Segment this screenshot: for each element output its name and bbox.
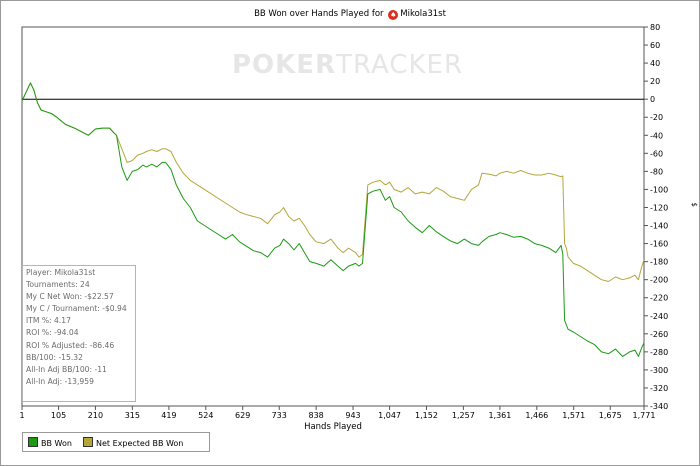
stats-line: Tournaments: 24 — [26, 280, 90, 290]
player-stats-box: Player: Mikola31st Tournaments: 24 My C Ne… — [22, 265, 136, 402]
x-tick-label: 210 — [88, 411, 103, 420]
y-tick-label: -180 — [650, 258, 668, 267]
stats-line: ROI %: -94.04 — [26, 328, 79, 338]
y-tick-label: -120 — [650, 203, 668, 212]
y-tick-label: 20 — [650, 77, 660, 86]
y-tick-label: 40 — [650, 59, 660, 68]
x-tick-label: 1,047 — [378, 411, 401, 420]
y-tick-label: -320 — [650, 384, 668, 393]
legend-swatch-bb-won — [28, 437, 38, 447]
stats-line: ITM %: 4.17 — [26, 316, 71, 326]
y-tick-label: -160 — [650, 240, 668, 249]
stats-line: Player: Mikola31st — [26, 268, 96, 277]
x-tick-label: 943 — [345, 411, 360, 420]
x-tick-label: 1,466 — [525, 411, 548, 420]
y-tick-label: 60 — [650, 41, 660, 50]
stats-line: My C / Tournament: -$0.94 — [26, 304, 127, 314]
x-tick-label: 838 — [308, 411, 323, 420]
stats-line: BB/100: -15.32 — [26, 352, 83, 362]
series-line-net-expected — [21, 82, 645, 282]
y-tick-label: 0 — [650, 95, 655, 104]
chart-legend: BB Won Net Expected BB Won — [22, 432, 210, 452]
y-tick-label: -100 — [650, 185, 668, 194]
y-tick-label: -200 — [650, 276, 668, 285]
x-tick-label: 1 — [19, 411, 24, 420]
y-tick-label: -240 — [650, 312, 668, 321]
chart-title-text: BB Won over Hands Played for — [254, 9, 384, 19]
x-tick-label: 1,361 — [488, 411, 511, 420]
x-tick-label: 1,257 — [452, 411, 475, 420]
x-tick-label: 1,571 — [562, 411, 585, 420]
y-tick-label: -220 — [650, 294, 668, 303]
y-tick-label: 80 — [650, 23, 660, 32]
chart-title: BB Won over Hands Played for ♠ Mikola31st — [0, 9, 700, 20]
x-tick-label: 629 — [235, 411, 250, 420]
legend-label-bb-won: BB Won — [41, 439, 72, 448]
x-tick-label: 524 — [198, 411, 213, 420]
stats-line: My C Net Won: -$22.57 — [26, 292, 114, 302]
y-tick-label: -280 — [650, 348, 668, 357]
y-tick-label: -300 — [650, 366, 668, 375]
legend-label-net-expected: Net Expected BB Won — [96, 439, 184, 448]
chart-title-player: Mikola31st — [400, 9, 446, 19]
stats-line: All-In Adj: -13,959 — [26, 376, 94, 386]
x-tick-label: 1,675 — [599, 411, 622, 420]
x-tick-label: 733 — [272, 411, 287, 420]
x-tick-label: 1,771 — [633, 411, 656, 420]
y-axis-unit-marker: $ — [690, 203, 698, 207]
legend-swatch-net-expected — [83, 437, 93, 447]
stats-line: All-In Adj BB/100: -11 — [26, 364, 107, 374]
y-tick-label: -20 — [650, 113, 663, 122]
spade-icon: ♠ — [388, 10, 399, 20]
y-tick-label: -60 — [650, 149, 663, 158]
x-tick-label: 1,152 — [415, 411, 438, 420]
x-tick-label: 105 — [51, 411, 66, 420]
x-axis-label: Hands Played — [304, 422, 362, 432]
series-line-bb-won — [21, 82, 645, 357]
watermark-bold: POKER — [232, 50, 337, 80]
legend-item-bb-won[interactable]: BB Won — [28, 437, 72, 449]
x-tick-label: 315 — [125, 411, 140, 420]
plot-area-border — [21, 26, 645, 407]
x-tick-label: 419 — [161, 411, 176, 420]
y-tick-label: -80 — [650, 167, 663, 176]
legend-item-net-expected[interactable]: Net Expected BB Won — [83, 437, 183, 449]
y-tick-label: -260 — [650, 330, 668, 339]
y-tick-label: -40 — [650, 131, 663, 140]
watermark-light: TRACKER — [336, 50, 464, 80]
y-tick-label: -340 — [650, 402, 668, 411]
y-tick-label: -140 — [650, 222, 668, 231]
pokertracker-watermark: POKERTRACKER — [232, 50, 463, 80]
stats-line: ROI % Adjusted: -86.46 — [26, 340, 115, 350]
